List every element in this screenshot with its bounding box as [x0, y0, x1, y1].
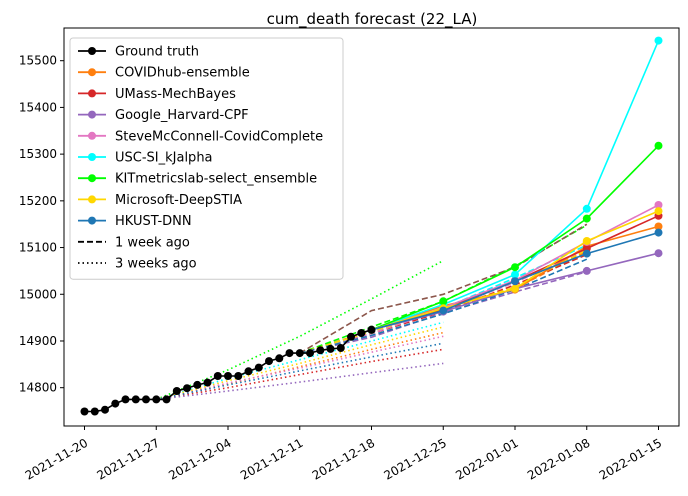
legend-swatch-marker — [88, 89, 96, 98]
hkust-dnn-point — [582, 249, 591, 258]
legend-label: Google_Harvard-CPF — [115, 108, 249, 123]
y-tick-label: 15300 — [19, 147, 57, 161]
usc-si-kjalpha-point — [511, 270, 519, 279]
microsoft-deepstia-three-weeks-ago-line — [156, 326, 444, 401]
ground-truth-point — [224, 372, 232, 380]
y-tick-label: 15000 — [19, 287, 57, 301]
usc-si-kjalpha-point — [654, 36, 663, 45]
hkust-dnn-point — [654, 228, 663, 237]
hkust-dnn-point — [439, 306, 448, 315]
ground-truth-point — [295, 349, 304, 358]
x-axis: 2021-11-20 2021-11-27 2021-12-04 2021-12-11… — [23, 426, 664, 483]
microsoft-deepstia-point — [582, 237, 591, 245]
ground-truth-point — [172, 387, 181, 395]
kitmetricslab-select-ensemble-point — [582, 214, 591, 223]
ground-truth-point — [285, 349, 294, 358]
kitmetricslab-select-ensemble-three-weeks-ago-line — [155, 259, 444, 401]
series-layer — [80, 36, 663, 416]
legend-label: USC-SI_kJalpha — [115, 151, 213, 166]
ground-truth-point — [121, 395, 130, 404]
google-harvard-cpf-three-weeks-ago-line — [156, 362, 444, 401]
stevemcconnell-covidcomplete-point — [654, 201, 663, 209]
ground-truth-point — [90, 407, 99, 416]
legend-swatch-marker — [88, 68, 96, 77]
ground-truth-point — [213, 372, 222, 380]
legend-label: 3 weeks ago — [115, 257, 197, 272]
kitmetricslab-select-ensemble-point — [439, 297, 448, 306]
ground-truth-point — [152, 395, 161, 404]
ground-truth-point — [131, 395, 140, 404]
y-tick-label: 14900 — [19, 334, 57, 348]
legend-swatch-marker — [88, 110, 96, 119]
legend-swatch-marker — [88, 131, 96, 140]
kitmetricslab-select-ensemble-point — [511, 263, 519, 272]
legend-label: SteveMcConnell-CovidComplete — [115, 129, 323, 144]
ground-truth-point — [265, 357, 273, 366]
y-tick-label: 15200 — [19, 194, 57, 208]
kitmetricslab-select-ensemble-point — [654, 141, 663, 150]
google-harvard-cpf-point — [582, 266, 591, 275]
ground-truth-point — [326, 344, 335, 353]
x-tick-label: 2021-11-20 — [23, 436, 90, 483]
ground-truth-point — [142, 395, 150, 404]
ground-truth-point — [254, 363, 263, 372]
ground-truth-point — [336, 344, 345, 352]
legend-label: KITmetricslab-select_ensemble — [115, 172, 317, 187]
y-axis: 14800 14900 15000 15100 15200 15300 15400 15500 — [19, 54, 64, 395]
legend-swatch-marker — [88, 216, 96, 225]
google-harvard-cpf-point — [654, 249, 663, 258]
hkust-dnn-three-weeks-ago-line — [156, 342, 444, 401]
ground-truth-point — [193, 380, 202, 389]
hkust-dnn-point — [511, 277, 519, 286]
legend-swatch-marker — [88, 47, 96, 55]
usc-si-kjalpha-point — [582, 204, 591, 213]
x-tick-label: 2022-01-08 — [525, 436, 592, 483]
ground-truth-point — [316, 346, 325, 355]
ground-truth-point — [111, 399, 120, 408]
y-tick-label: 14800 — [19, 381, 57, 395]
usc-si-kjalpha-three-weeks-ago-line — [156, 321, 444, 401]
ground-truth-point — [347, 332, 355, 341]
x-tick-label: 2021-12-11 — [238, 436, 305, 483]
microsoft-deepstia-point — [654, 207, 663, 216]
ground-truth-point — [357, 329, 366, 337]
ground-truth-point — [275, 354, 284, 363]
legend-label: Ground truth — [115, 45, 199, 60]
y-tick-label: 15100 — [19, 241, 57, 255]
ground-truth-point — [203, 378, 212, 387]
x-tick-label: 2021-12-25 — [382, 436, 449, 483]
covidhub-ensemble-three-weeks-ago-line — [156, 331, 444, 401]
legend-label: UMass-MechBayes — [115, 87, 236, 102]
legend-label: Microsoft-DeepSTIA — [115, 193, 242, 208]
ground-truth-point — [367, 325, 376, 334]
ground-truth-point — [306, 349, 314, 358]
covidhub-ensemble-point — [654, 222, 663, 231]
x-tick-label: 2021-12-18 — [310, 436, 377, 483]
ground-truth-point — [244, 367, 253, 376]
y-tick-label: 15400 — [19, 100, 57, 114]
ground-truth-point — [162, 395, 171, 404]
legend-swatch-marker — [88, 174, 96, 183]
legend-label: 1 week ago — [115, 235, 190, 250]
legend-frame — [69, 37, 344, 280]
stevemcconnell-covidcomplete-three-weeks-ago-line — [156, 335, 444, 401]
x-tick-label: 2021-12-04 — [166, 436, 233, 483]
microsoft-deepstia-point — [511, 284, 519, 293]
legend-swatch-marker — [88, 195, 96, 204]
legend-label: HKUST-DNN — [115, 214, 192, 229]
x-tick-label: 2021-11-27 — [95, 436, 162, 483]
y-tick-label: 15500 — [19, 54, 57, 68]
ground-truth-point — [183, 384, 191, 393]
legend: Ground truth COVIDhub-ensemble UMass-MechB… — [69, 37, 344, 280]
chart-title: cum_death forecast (22_LA) — [267, 10, 478, 29]
ground-truth-point — [80, 407, 89, 416]
x-tick-label: 2022-01-01 — [453, 436, 520, 483]
legend-swatch-marker — [88, 153, 96, 161]
x-tick-label: 2022-01-15 — [597, 436, 664, 483]
ground-truth-point — [234, 372, 243, 380]
legend-label: COVIDhub-ensemble — [115, 66, 250, 81]
ground-truth-point — [101, 405, 109, 414]
